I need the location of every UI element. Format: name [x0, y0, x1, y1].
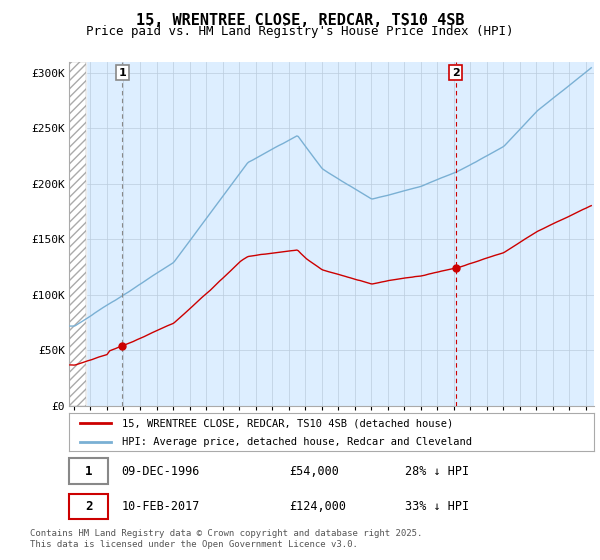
Text: 1: 1	[85, 465, 92, 478]
Text: Contains HM Land Registry data © Crown copyright and database right 2025.
This d: Contains HM Land Registry data © Crown c…	[30, 529, 422, 549]
Text: HPI: Average price, detached house, Redcar and Cleveland: HPI: Average price, detached house, Redc…	[121, 437, 472, 447]
Text: 33% ↓ HPI: 33% ↓ HPI	[405, 500, 469, 513]
Text: 09-DEC-1996: 09-DEC-1996	[121, 465, 200, 478]
Text: Price paid vs. HM Land Registry's House Price Index (HPI): Price paid vs. HM Land Registry's House …	[86, 25, 514, 39]
Bar	[69, 62, 86, 406]
Text: 15, WRENTREE CLOSE, REDCAR, TS10 4SB (detached house): 15, WRENTREE CLOSE, REDCAR, TS10 4SB (de…	[121, 418, 453, 428]
Text: £54,000: £54,000	[290, 465, 340, 478]
Text: 10-FEB-2017: 10-FEB-2017	[121, 500, 200, 513]
Text: 15, WRENTREE CLOSE, REDCAR, TS10 4SB: 15, WRENTREE CLOSE, REDCAR, TS10 4SB	[136, 13, 464, 28]
Text: 1: 1	[119, 68, 127, 78]
Text: 2: 2	[452, 68, 460, 78]
Text: £124,000: £124,000	[290, 500, 347, 513]
FancyBboxPatch shape	[69, 459, 109, 484]
Text: 2: 2	[85, 500, 92, 513]
FancyBboxPatch shape	[69, 494, 109, 519]
Bar	[69, 62, 86, 406]
Text: 28% ↓ HPI: 28% ↓ HPI	[405, 465, 469, 478]
